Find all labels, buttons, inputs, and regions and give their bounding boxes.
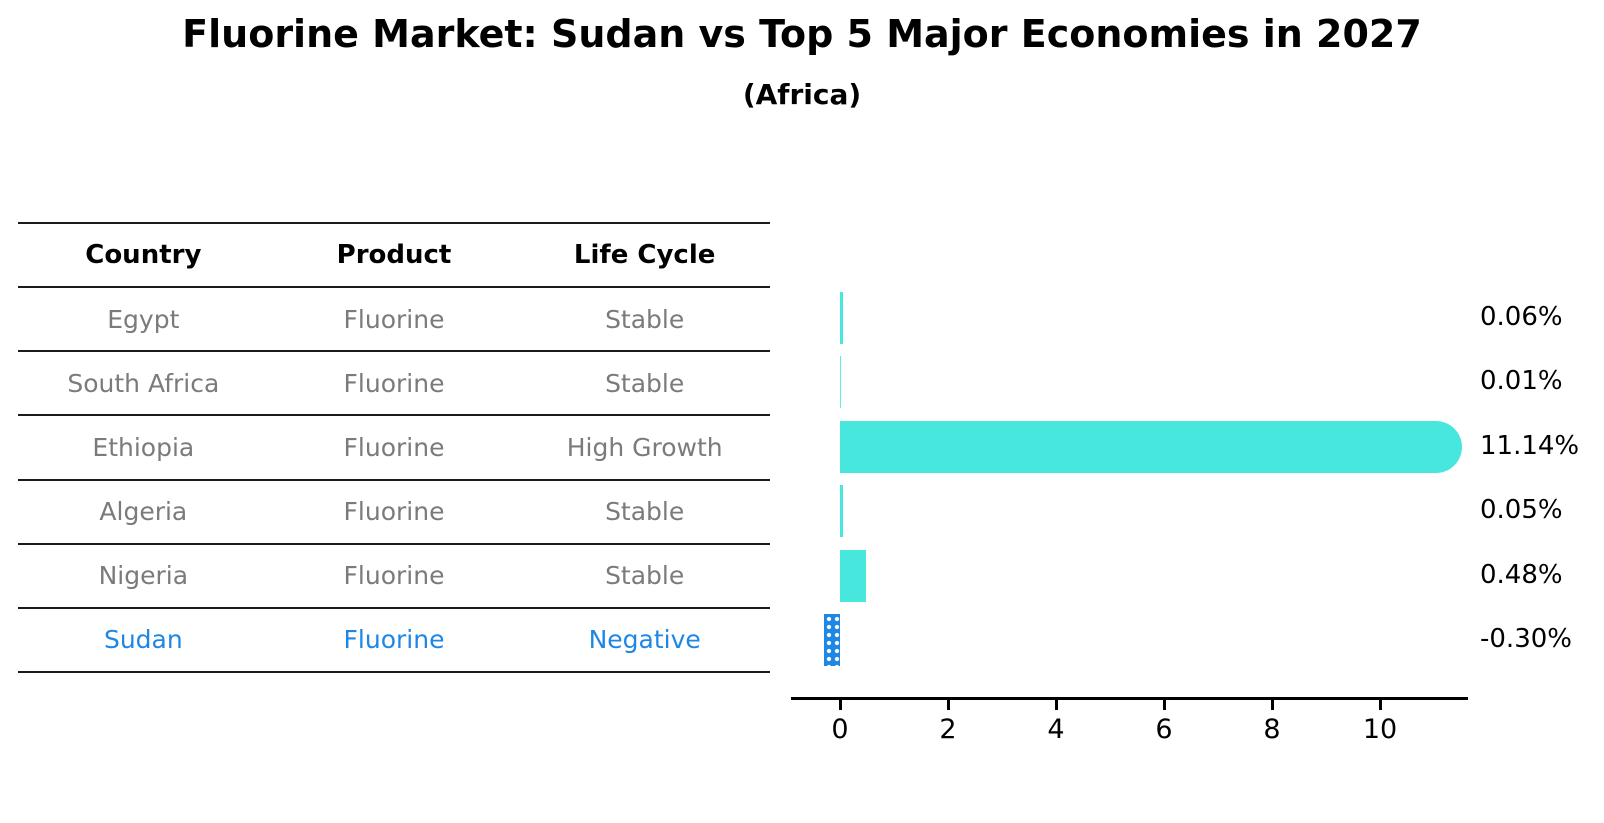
- tick-label: 4: [1047, 714, 1065, 745]
- bar-egypt: [840, 292, 844, 344]
- value-label-south-africa: 0.01%: [1480, 366, 1563, 396]
- table-header-row: Country Product Life Cycle: [18, 222, 770, 288]
- table-row-sudan: Sudan Fluorine Negative: [18, 609, 770, 674]
- value-label-egypt: 0.06%: [1480, 302, 1563, 332]
- value-label-ethiopia: 11.14%: [1480, 431, 1580, 461]
- tick-label: 8: [1263, 714, 1281, 745]
- tick-mark: [1378, 700, 1382, 710]
- country-cell: Sudan: [103, 625, 183, 655]
- tick-label: 6: [1155, 714, 1173, 745]
- product-cell: Fluorine: [343, 561, 445, 591]
- country-table: Country Product Life Cycle Egypt Fluorin…: [18, 222, 770, 674]
- table-header-life-cycle: Life Cycle: [573, 240, 716, 270]
- life-cycle-cell: Stable: [605, 561, 685, 591]
- table-row-ethiopia: Ethiopia Fluorine High Growth: [18, 416, 770, 481]
- bar-chart: 0.06% 0.01% 11.14% 0.05% 0.48% -0.30% 0 …: [791, 222, 1604, 782]
- life-cycle-cell: High Growth: [566, 432, 723, 462]
- country-cell: Ethiopia: [92, 432, 195, 462]
- tick-label: 0: [831, 714, 849, 745]
- product-cell: Fluorine: [343, 497, 445, 527]
- tick-mark: [946, 700, 950, 710]
- tick-mark: [1162, 700, 1166, 710]
- table-row-algeria: Algeria Fluorine Stable: [18, 481, 770, 545]
- life-cycle-cell: Stable: [605, 304, 685, 334]
- tick-label: 2: [939, 714, 957, 745]
- table-row-south-africa: South Africa Fluorine Stable: [18, 352, 770, 417]
- product-cell: Fluorine: [343, 368, 445, 398]
- table-row-nigeria: Nigeria Fluorine Stable: [18, 545, 770, 609]
- tick-mark: [1054, 700, 1058, 710]
- tick-label: 10: [1362, 714, 1398, 745]
- chart-title: Fluorine Market: Sudan vs Top 5 Major Ec…: [182, 12, 1422, 56]
- country-cell: Nigeria: [98, 561, 189, 591]
- bar-south-africa: [840, 356, 841, 408]
- life-cycle-cell: Stable: [605, 368, 685, 398]
- x-axis: [791, 697, 1468, 700]
- country-cell: Egypt: [107, 304, 180, 334]
- value-label-algeria: 0.05%: [1480, 495, 1563, 525]
- product-cell: Fluorine: [343, 432, 445, 462]
- table-row-egypt: Egypt Fluorine Stable: [18, 288, 770, 353]
- product-cell: Fluorine: [343, 304, 445, 334]
- life-cycle-cell: Negative: [588, 625, 701, 655]
- country-cell: Algeria: [99, 497, 188, 527]
- life-cycle-cell: Stable: [605, 497, 685, 527]
- bar-algeria: [840, 485, 843, 537]
- table-header-country: Country: [85, 240, 202, 270]
- tick-mark: [838, 700, 842, 710]
- value-label-nigeria: 0.48%: [1480, 560, 1563, 590]
- bar-sudan: [823, 614, 840, 666]
- bar-ethiopia: [840, 421, 1462, 473]
- table-header-product: Product: [336, 240, 452, 270]
- bar-nigeria: [840, 550, 866, 602]
- tick-mark: [1270, 700, 1274, 710]
- product-cell: Fluorine: [343, 625, 445, 655]
- country-cell: South Africa: [67, 368, 220, 398]
- chart-subtitle: (Africa): [742, 78, 862, 111]
- value-label-sudan: -0.30%: [1480, 624, 1572, 654]
